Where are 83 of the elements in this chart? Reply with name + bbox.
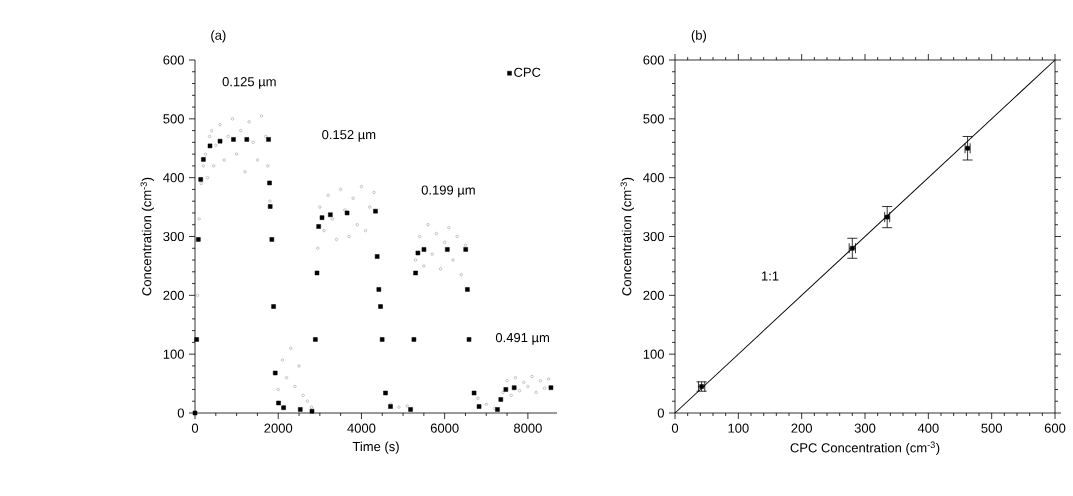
x-tick-label: 200 — [791, 423, 813, 433]
point — [378, 304, 383, 309]
y-tick-label: 200 — [163, 290, 184, 300]
point — [313, 337, 318, 342]
y-tick-label: 300 — [643, 231, 664, 242]
y-tick-label: 200 — [643, 290, 664, 300]
point — [463, 247, 468, 252]
point — [413, 270, 418, 276]
y-tick-label: 500 — [163, 114, 184, 124]
point — [298, 407, 303, 412]
annotation: 0.152 µm — [322, 130, 376, 142]
point — [217, 138, 223, 144]
x-tick-label: 0 — [191, 423, 199, 433]
x-tick-label: 2000 — [264, 423, 293, 433]
point — [421, 247, 427, 252]
point — [445, 247, 450, 252]
point — [276, 400, 281, 406]
x-axis-title: Time (s) — [352, 441, 399, 454]
point — [196, 237, 201, 242]
annotation: 0.125 µm — [222, 77, 276, 89]
point — [244, 137, 250, 142]
x-tick-label: 500 — [981, 423, 1003, 433]
x-tick-label: 400 — [917, 423, 939, 433]
y-tick-label: 0 — [657, 408, 664, 418]
point — [415, 250, 421, 256]
point — [374, 254, 380, 259]
x-axis-title: CPC Concentration (cm$^{-3}$) — [790, 441, 940, 456]
chart-title: (a) — [211, 30, 226, 43]
point — [192, 410, 198, 416]
point — [309, 408, 315, 414]
point — [376, 287, 382, 292]
y-tick-label: 300 — [163, 231, 184, 242]
point — [316, 224, 321, 229]
point — [344, 210, 350, 216]
point — [503, 387, 509, 392]
annotation: 1:1 — [761, 271, 779, 281]
point — [471, 390, 477, 396]
y-axis-title: Concentration (cm$^{-3}$) — [620, 177, 634, 296]
point — [476, 404, 482, 409]
point — [201, 157, 206, 162]
y-tick-label: 400 — [643, 173, 664, 183]
point — [267, 180, 272, 186]
point — [269, 237, 275, 242]
y-axis-title: Concentration (cm$^{-3}$) — [140, 177, 154, 296]
point — [408, 407, 413, 412]
point — [328, 212, 333, 217]
y-tick-label: 100 — [643, 349, 664, 359]
x-tick-label: 6000 — [430, 423, 459, 433]
point — [466, 337, 472, 342]
point — [373, 208, 378, 214]
point — [194, 337, 199, 342]
x-tick-label: 4000 — [347, 423, 376, 433]
chart-title: (b) — [691, 30, 707, 43]
point — [271, 304, 276, 309]
point — [379, 337, 385, 342]
point — [231, 137, 236, 142]
y-tick-label: 500 — [643, 114, 664, 124]
point — [319, 215, 325, 220]
x-tick-label: 600 — [1044, 423, 1066, 433]
point — [383, 390, 388, 396]
annotation: 0.491 µm — [495, 332, 549, 345]
y-tick-label: 600 — [643, 55, 664, 65]
point — [281, 405, 286, 410]
annotation: 0.199 µm — [421, 185, 475, 198]
y-tick-label: 0 — [177, 408, 184, 418]
point — [498, 397, 504, 402]
point — [314, 270, 320, 276]
y-tick-label: 400 — [163, 173, 184, 183]
legend-label: CPC — [514, 67, 541, 77]
point — [207, 143, 213, 149]
point — [511, 385, 517, 390]
y-tick-label: 100 — [163, 349, 184, 359]
x-tick-label: 8000 — [513, 423, 542, 433]
point — [272, 370, 278, 376]
point — [198, 177, 203, 182]
x-tick-label: 100 — [728, 423, 749, 433]
point — [411, 337, 417, 342]
point — [267, 204, 273, 209]
y-tick-label: 600 — [163, 55, 184, 65]
point — [465, 287, 470, 292]
x-tick-label: 0 — [671, 423, 679, 433]
point — [548, 385, 554, 390]
x-tick-label: 300 — [854, 423, 876, 433]
